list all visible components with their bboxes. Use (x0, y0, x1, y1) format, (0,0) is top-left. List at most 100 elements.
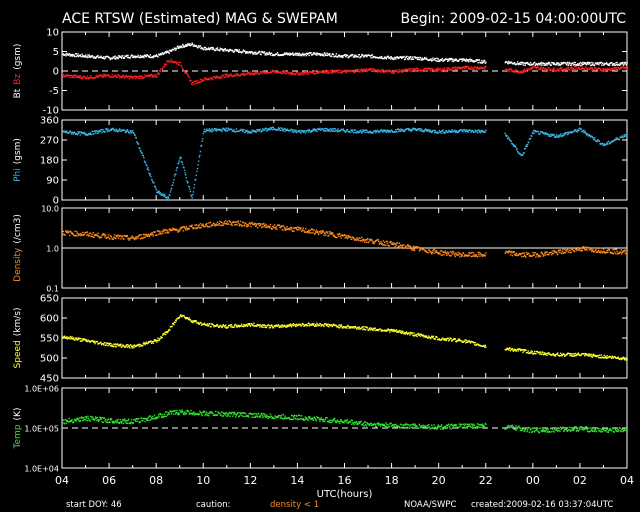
data-point (155, 339, 157, 342)
data-point (373, 242, 375, 245)
data-point (546, 133, 548, 136)
data-point (173, 179, 175, 181)
data-point (152, 56, 154, 58)
data-point (189, 43, 191, 45)
data-point (186, 72, 188, 74)
data-point (196, 170, 198, 173)
data-point (510, 68, 512, 70)
data-point (239, 223, 241, 226)
data-point (602, 248, 605, 251)
y-tick-label: 0 (53, 67, 59, 78)
data-point (297, 228, 299, 231)
data-point (576, 64, 578, 66)
data-point (123, 57, 126, 59)
data-point (419, 128, 422, 130)
data-point (159, 232, 161, 234)
data-point (391, 58, 393, 60)
data-point (79, 340, 82, 342)
data-point (412, 68, 414, 70)
data-point (540, 66, 542, 68)
data-point (402, 244, 404, 246)
data-point (405, 56, 407, 59)
data-point (561, 252, 563, 255)
data-point (586, 354, 589, 356)
data-point (520, 61, 522, 64)
data-point (408, 128, 411, 130)
data-point (199, 46, 201, 48)
data-point (359, 131, 361, 133)
data-point (388, 329, 391, 331)
data-point (220, 325, 222, 327)
data-point (188, 77, 190, 79)
data-point (72, 233, 74, 236)
y-tick-label: 1.0 (46, 245, 59, 254)
data-point (203, 48, 205, 51)
data-point (97, 74, 100, 76)
data-point (569, 69, 571, 71)
data-point (66, 338, 69, 340)
data-point (216, 224, 218, 226)
data-point (69, 337, 71, 339)
data-point (407, 58, 409, 61)
data-point (599, 67, 601, 70)
data-point (142, 155, 145, 157)
data-point (620, 67, 622, 69)
data-point (136, 77, 138, 79)
data-point (119, 55, 121, 57)
data-point (605, 69, 608, 71)
data-point (232, 75, 234, 78)
data-point (158, 230, 160, 232)
data-point (149, 233, 152, 236)
data-point (389, 58, 392, 60)
data-point (456, 254, 459, 256)
data-point (290, 72, 292, 74)
data-point (408, 58, 411, 60)
data-point (477, 343, 479, 346)
data-point (521, 63, 523, 65)
data-point (578, 130, 580, 132)
data-point (376, 71, 379, 73)
data-point (197, 164, 199, 166)
data-point (382, 244, 384, 246)
data-point (559, 354, 561, 357)
data-point (194, 80, 196, 83)
data-point (187, 43, 189, 45)
data-point (395, 69, 398, 71)
data-point (453, 254, 456, 256)
data-point (126, 236, 128, 238)
data-point (567, 131, 569, 133)
data-point (420, 130, 422, 132)
data-point (211, 128, 213, 130)
data-point (579, 127, 581, 130)
data-point (137, 77, 140, 79)
data-point (243, 325, 246, 327)
data-point (574, 64, 576, 66)
data-point (372, 131, 375, 133)
data-point (315, 71, 318, 73)
y-tick-label: 10 (46, 28, 59, 39)
data-point (279, 129, 282, 132)
data-point (539, 64, 541, 66)
data-point (190, 44, 193, 46)
data-point (146, 235, 149, 237)
data-point (514, 71, 516, 73)
data-point (152, 180, 154, 183)
data-point (551, 252, 554, 254)
data-point (259, 72, 261, 74)
data-point (517, 350, 519, 352)
data-point (446, 67, 448, 69)
data-point (169, 229, 172, 232)
data-point (370, 70, 373, 72)
data-point (605, 144, 607, 146)
data-point (537, 256, 539, 258)
data-point (323, 52, 326, 54)
data-point (514, 254, 516, 256)
data-point (558, 62, 560, 64)
data-point (584, 130, 586, 132)
data-point (150, 340, 152, 342)
data-point (441, 338, 443, 341)
data-point (126, 130, 128, 132)
data-point (74, 230, 76, 232)
data-point (412, 249, 414, 252)
data-point (453, 59, 456, 61)
